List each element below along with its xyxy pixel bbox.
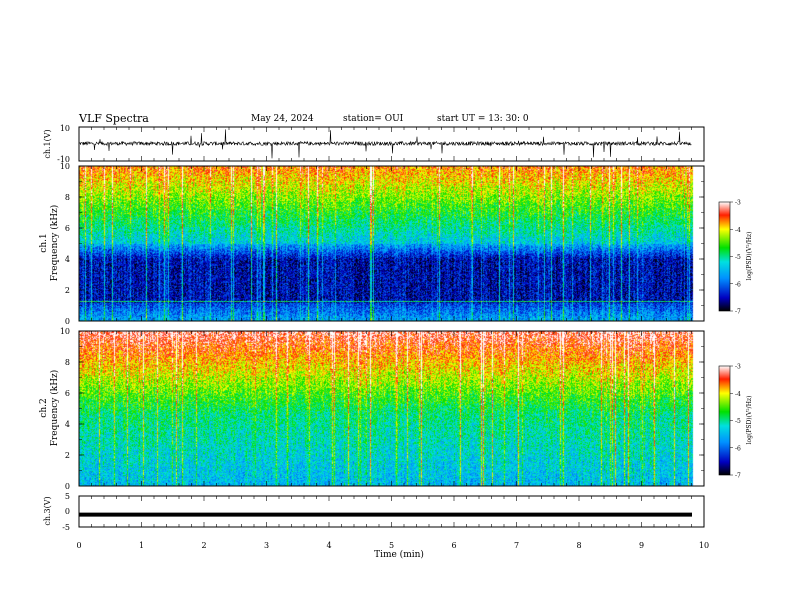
y-tick-label: 8 <box>65 193 70 202</box>
ch2-colorbar-ticks: -3 -4 -5 -6 -7 <box>730 364 741 480</box>
colorbar-tick-label: -5 <box>735 418 741 425</box>
colorbar-tick-label: -3 <box>735 200 741 207</box>
start-time-label: start UT = 13: 30: 0 <box>437 114 529 124</box>
ch1-waveform-line <box>78 129 692 159</box>
colorbar-tick-label: -4 <box>735 391 741 398</box>
y-tick-label: 4 <box>65 420 70 429</box>
ch1-ylabel-channel: ch.1 <box>39 233 49 252</box>
y-tick-label: 0 <box>65 482 70 491</box>
ch3-ytick-0: 0 <box>65 507 70 516</box>
ch1-colorbar-label: log(PSD)(V²/Hz) <box>746 232 753 281</box>
ch2-ylabel-frequency: Frequency (kHz) <box>49 370 60 447</box>
time-axis-ticks: 0 1 2 3 4 5 6 7 8 9 10 <box>76 127 709 550</box>
ch1-ytick-neg10: -10 <box>57 155 70 164</box>
ch2-colorbar <box>718 365 731 476</box>
x-tick-label: 8 <box>576 541 581 550</box>
ch1-waveform-panel: 10 -10 ch.1(V) <box>43 124 705 164</box>
chart-title: VLF Spectra <box>79 112 149 125</box>
x-tick-label: 5 <box>389 541 394 550</box>
colorbar-tick-label: -7 <box>735 473 741 480</box>
x-tick-label: 4 <box>326 541 331 550</box>
y-tick-label: 10 <box>60 327 70 336</box>
ch3-panel: 5 0 -5 ch.3(V) <box>43 492 705 532</box>
colorbar-tick-label: -6 <box>735 445 741 452</box>
ch2-spectrogram <box>79 331 704 486</box>
ch1-ylabel-frequency: Frequency (kHz) <box>49 205 60 282</box>
x-tick-label: 10 <box>699 541 709 550</box>
x-tick-label: 7 <box>514 541 519 550</box>
x-axis-label: Time (min) <box>374 549 424 560</box>
y-tick-label: 8 <box>65 358 70 367</box>
ch1-yticks: 0 2 4 6 8 10 <box>60 162 704 326</box>
ch1-ylabel: ch.1(V) <box>43 129 52 158</box>
ch3-ytick-neg5: -5 <box>62 523 70 532</box>
x-tick-label: 2 <box>201 541 206 550</box>
colorbar-tick-label: -5 <box>735 254 741 261</box>
ch1-colorbar <box>718 201 731 312</box>
x-tick-label: 9 <box>639 541 644 550</box>
ch2-yticks: 0 2 4 6 8 10 <box>60 327 704 491</box>
ch1-ytick-10: 10 <box>60 124 70 133</box>
ch3-ylabel: ch.3(V) <box>43 496 52 525</box>
colorbar-tick-label: -7 <box>735 309 741 316</box>
x-tick-label: 1 <box>139 541 144 550</box>
y-tick-label: 2 <box>65 286 70 295</box>
y-tick-label: 6 <box>65 389 70 398</box>
colorbar-tick-label: -3 <box>735 364 741 371</box>
ch1-colorbar-ticks: -3 -4 -5 -6 -7 <box>730 200 741 316</box>
ch2-colorbar-label: log(PSD)(V²/Hz) <box>746 396 753 445</box>
station-label: station= OUI <box>343 114 404 124</box>
x-tick-label: 3 <box>264 541 269 550</box>
ch3-ytick-5: 5 <box>65 492 70 501</box>
ch2-ylabel-channel: ch.2 <box>39 398 49 417</box>
x-tick-label: 0 <box>76 541 81 550</box>
ch1-spectrogram <box>79 166 704 321</box>
y-tick-label: 4 <box>65 255 70 264</box>
date-label: May 24, 2024 <box>251 114 314 124</box>
colorbar-tick-label: -6 <box>735 281 741 288</box>
x-tick-label: 6 <box>451 541 456 550</box>
y-tick-label: 10 <box>60 162 70 171</box>
y-tick-label: 6 <box>65 224 70 233</box>
y-tick-label: 0 <box>65 317 70 326</box>
y-tick-label: 2 <box>65 451 70 460</box>
colorbar-tick-label: -4 <box>735 227 741 234</box>
